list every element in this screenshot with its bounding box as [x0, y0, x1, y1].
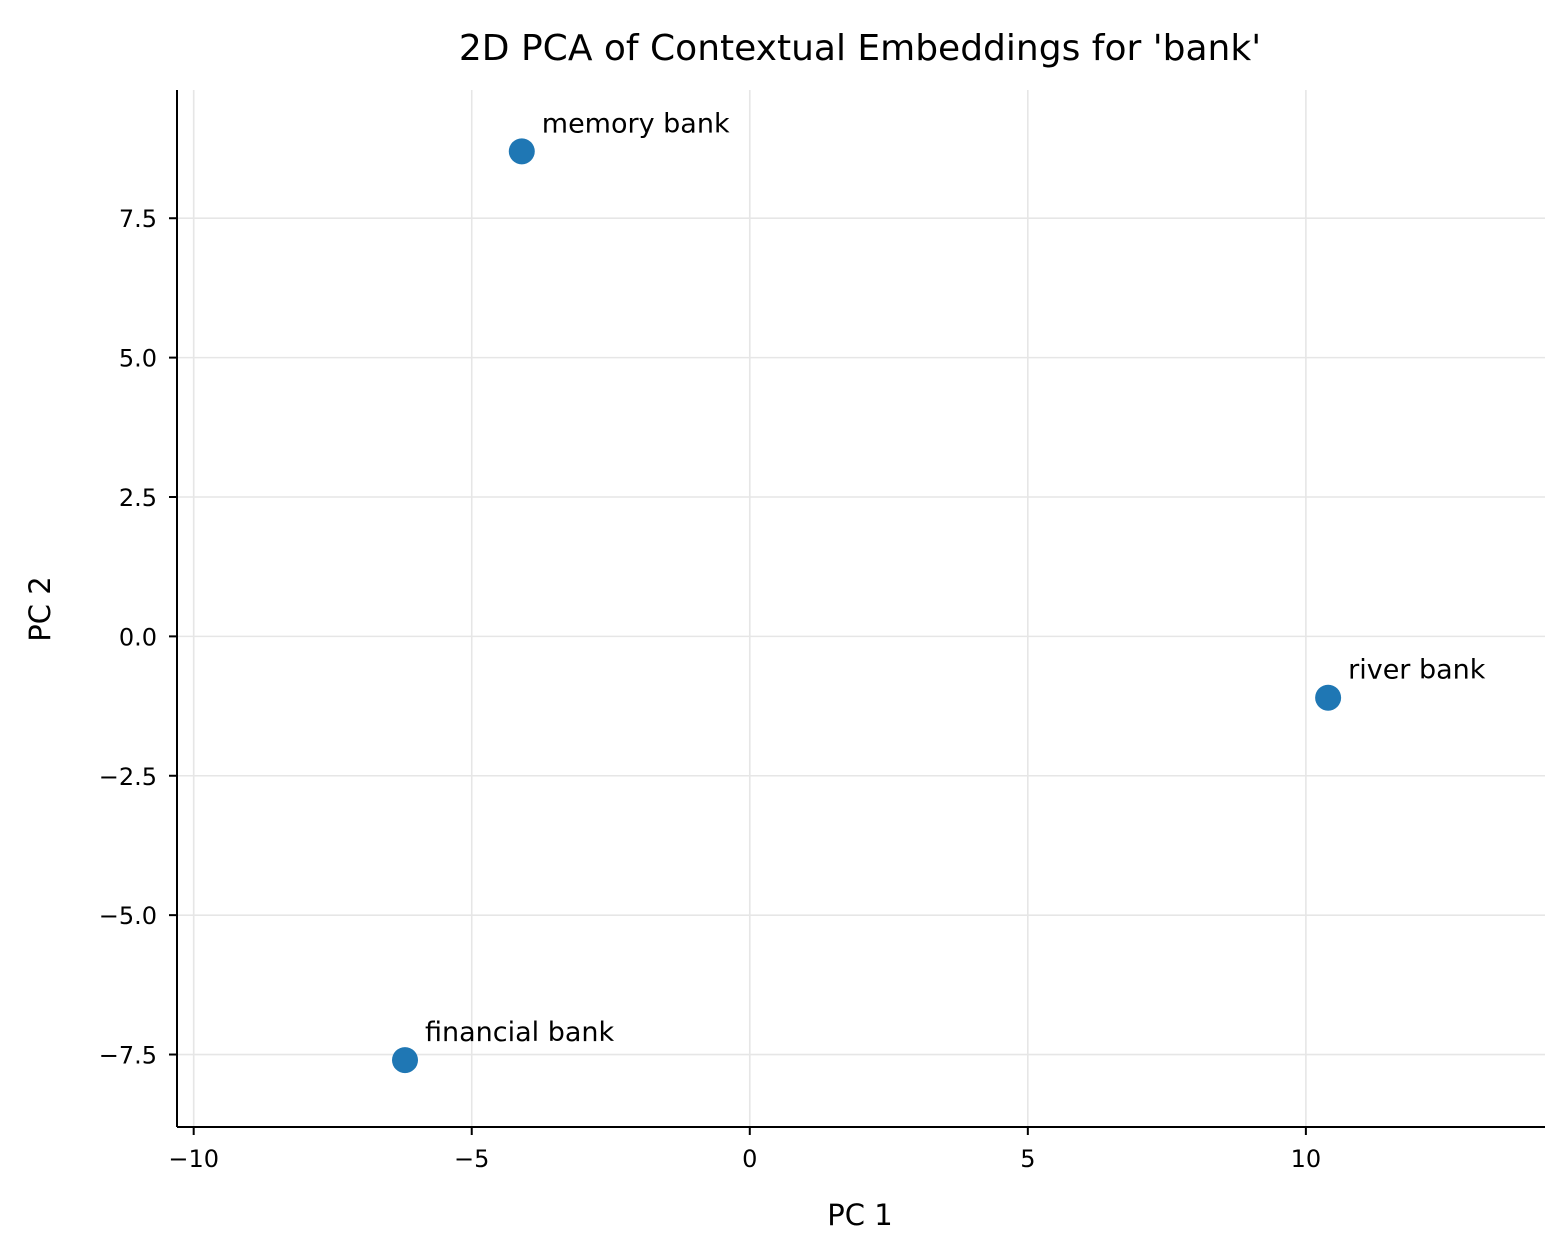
scatter-point [508, 138, 535, 165]
x-tick-label: 10 [1291, 1145, 1322, 1173]
y-tick-label: −7.5 [99, 1042, 157, 1070]
scatter-point [1315, 684, 1342, 711]
y-tick-label: 5.0 [119, 345, 157, 373]
axes-spines [176, 90, 1545, 1128]
axis-ticks: −10 −5 0 5 10 −7.5 −5.0 −2.5 0.0 2.5 5.0 7.5 [99, 205, 1321, 1173]
y-tick-label: −5.0 [99, 902, 157, 930]
chart-title: 2D PCA of Contextual Embeddings for 'ban… [459, 28, 1261, 69]
y-tick-label: −2.5 [99, 763, 157, 791]
x-tick-label: 0 [742, 1145, 757, 1173]
point-label: river bank [1348, 655, 1486, 686]
x-axis-label: PC 1 [827, 1198, 892, 1232]
y-tick-label: 0.0 [119, 623, 157, 651]
x-tick-label: −5 [454, 1145, 489, 1173]
point-label: memory bank [542, 108, 730, 139]
y-axis-label: PC 2 [23, 576, 57, 641]
scatter-point [392, 1047, 418, 1074]
y-tick-label: 7.5 [119, 205, 157, 233]
data-points: memory bank river bank financial bank [392, 108, 1486, 1074]
x-tick-label: 5 [1020, 1145, 1035, 1173]
grid-lines [177, 90, 1545, 1127]
x-tick-label: −10 [168, 1145, 219, 1173]
y-tick-label: 2.5 [119, 484, 157, 512]
point-label: financial bank [425, 1017, 615, 1048]
